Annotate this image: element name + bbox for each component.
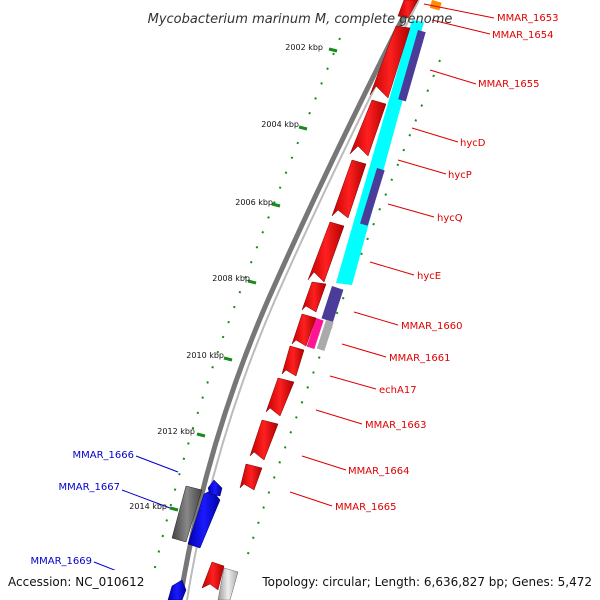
footer-stats-bg	[256, 570, 600, 594]
gene-labels-right: MMAR_1653 MMAR_1654 MMAR_1655 hycD hycP …	[335, 13, 559, 513]
gene-label: MMAR_1660	[401, 321, 463, 332]
gene-arrow	[307, 221, 345, 283]
cog-block-gray	[316, 320, 334, 352]
gene-arrow-blue	[167, 579, 187, 600]
gene-label: MMAR_1661	[389, 353, 451, 364]
gene-arrow	[301, 281, 327, 313]
tick-label: 2012 kbp	[157, 427, 195, 436]
gene-label: MMAR_1653	[497, 13, 559, 24]
tick-label: 2006 kbp	[235, 198, 273, 207]
gene-labels-left: MMAR_1666 MMAR_1667 MMAR_1669	[31, 450, 135, 567]
gene-label: hycQ	[437, 213, 463, 224]
cog-block-purple-1	[398, 29, 426, 102]
cog-block-purple-2	[360, 168, 385, 226]
gene-label: hycD	[460, 138, 486, 149]
accession-text: Accession: NC_010612	[8, 575, 144, 589]
label-lines-right	[289, 3, 495, 507]
tick-label: 2008 kbp	[212, 274, 250, 283]
tick-label: 2004 kbp	[261, 120, 299, 129]
tick-label: 2014 kbp	[129, 502, 167, 511]
label-lines-left	[93, 455, 179, 585]
gene-arrow-blue	[207, 479, 223, 497]
genome-stats-text: Topology: circular; Length: 6,636,827 bp…	[261, 575, 592, 589]
gene-arrow	[331, 159, 367, 219]
reverse-genes	[167, 479, 223, 600]
gene-label: MMAR_1665	[335, 502, 397, 513]
gene-arrow	[369, 25, 411, 99]
gene-arrow	[291, 313, 317, 347]
gene-label: hycE	[417, 271, 441, 282]
gene-arrow	[239, 463, 263, 491]
cog-block-orange	[429, 0, 442, 11]
tick-label: 2010 kbp	[186, 351, 224, 360]
gene-arrow	[249, 419, 279, 461]
map-title: Mycobacterium marinum M, complete genome	[148, 12, 453, 27]
gene-label: MMAR_1663	[365, 420, 427, 431]
gene-arrow	[201, 561, 225, 591]
gene-label: MMAR_1666	[73, 450, 135, 461]
gene-arrow	[281, 345, 305, 377]
backbone-outer	[177, 0, 415, 600]
gene-label: echA17	[379, 385, 417, 396]
cog-block-magenta	[306, 318, 324, 350]
major-ticks	[169, 47, 338, 512]
gene-arrow-gray-dark	[171, 485, 203, 543]
gene-arrow-gray	[217, 567, 239, 600]
footer-accession-bg	[0, 570, 150, 594]
gene-label: MMAR_1664	[348, 466, 410, 477]
gene-label: MMAR_1669	[31, 556, 93, 567]
gene-arrow	[265, 377, 295, 417]
gene-label: MMAR_1655	[478, 79, 540, 90]
gene-arrow	[349, 99, 387, 157]
gene-label: MMAR_1667	[59, 482, 121, 493]
forward-genes	[201, 0, 419, 591]
gene-label: hycP	[448, 170, 472, 181]
cog-block-purple-3	[321, 286, 344, 323]
gene-arrow	[397, 0, 419, 19]
gene-label: MMAR_1654	[492, 30, 554, 41]
tick-label: 2002 kbp	[285, 43, 323, 52]
tick-labels: 2002 kbp 2004 kbp 2006 kbp 2008 kbp 2010…	[129, 43, 323, 511]
